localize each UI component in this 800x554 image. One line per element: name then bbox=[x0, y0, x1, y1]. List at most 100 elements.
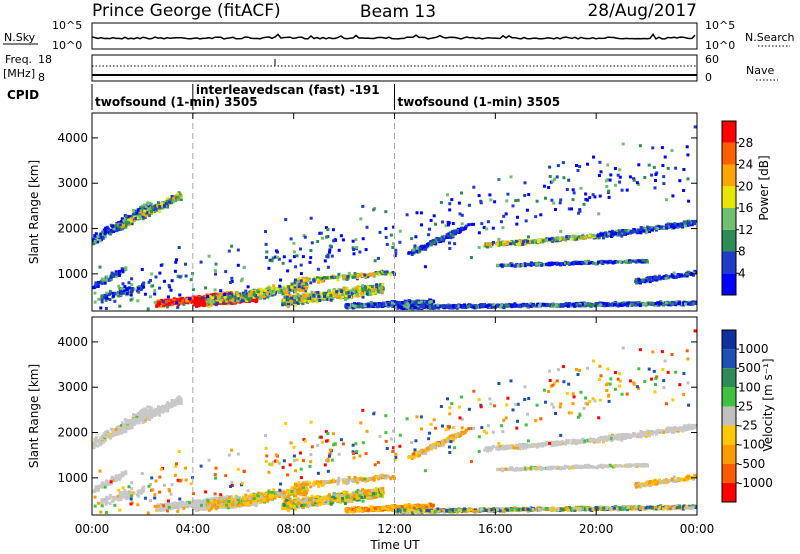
power-cell bbox=[341, 292, 344, 296]
power-cell bbox=[101, 230, 105, 234]
power-cell bbox=[118, 270, 121, 273]
power-cell bbox=[150, 205, 154, 209]
power-cell bbox=[106, 278, 109, 282]
power-cell bbox=[150, 211, 154, 215]
power-cell bbox=[250, 289, 253, 293]
power-cell bbox=[101, 233, 105, 237]
power-cell bbox=[242, 297, 246, 301]
power-cell bbox=[174, 297, 178, 301]
power-cell bbox=[116, 290, 120, 294]
power-cell bbox=[309, 281, 313, 285]
power-cell bbox=[475, 305, 479, 309]
power-cell bbox=[252, 293, 256, 297]
power-cell bbox=[410, 304, 414, 308]
power-cell bbox=[442, 238, 446, 241]
power-cell bbox=[358, 273, 362, 277]
power-cell bbox=[97, 280, 100, 284]
power-cell bbox=[278, 291, 282, 294]
power-cell bbox=[485, 242, 489, 246]
power-cell bbox=[318, 299, 322, 302]
power-cell bbox=[370, 285, 374, 289]
power-cell bbox=[510, 263, 514, 267]
power-cell bbox=[233, 299, 236, 303]
power-cell bbox=[148, 201, 152, 205]
power-cell bbox=[587, 261, 591, 265]
power-cell bbox=[249, 297, 253, 300]
power-cell bbox=[178, 194, 182, 198]
power-cell bbox=[141, 282, 145, 286]
power-cell bbox=[335, 275, 339, 279]
power-cell bbox=[119, 287, 123, 291]
power-cell bbox=[369, 302, 373, 306]
power-cell bbox=[95, 282, 99, 286]
nsky-label: N.Sky bbox=[4, 31, 36, 44]
power-cell bbox=[127, 290, 131, 294]
power-cell bbox=[390, 301, 394, 305]
power-cell bbox=[114, 224, 118, 228]
power-cell bbox=[156, 204, 160, 208]
power-cell bbox=[121, 224, 125, 227]
power-cell bbox=[162, 303, 165, 307]
power-cell bbox=[368, 273, 372, 277]
power-cell bbox=[286, 297, 290, 301]
power-cell bbox=[144, 205, 148, 209]
power-cell bbox=[215, 296, 218, 300]
power-cell bbox=[221, 291, 225, 295]
power-cell bbox=[283, 290, 287, 294]
power-cell bbox=[123, 285, 127, 289]
power-cell bbox=[345, 305, 349, 309]
power-cell bbox=[262, 293, 266, 297]
power-cell bbox=[103, 235, 107, 239]
power-cell bbox=[102, 278, 106, 282]
power-cell bbox=[502, 306, 506, 310]
power-cell bbox=[293, 278, 297, 282]
power-cell bbox=[114, 293, 118, 297]
power-cell bbox=[99, 232, 103, 236]
power-cell bbox=[248, 298, 252, 302]
power-cell bbox=[356, 304, 360, 308]
power-cell bbox=[235, 291, 239, 295]
power-cell bbox=[212, 293, 215, 296]
power-cell bbox=[276, 287, 280, 291]
power-cell bbox=[264, 289, 268, 292]
power-cell bbox=[303, 285, 307, 289]
power-cell bbox=[275, 290, 279, 294]
power-cell bbox=[117, 294, 121, 298]
power-cell bbox=[153, 207, 157, 211]
power-cell bbox=[213, 292, 217, 296]
power-cell bbox=[496, 303, 499, 307]
power-cell bbox=[297, 297, 301, 301]
power-cell bbox=[112, 227, 116, 231]
power-cell bbox=[203, 294, 207, 298]
power-cell bbox=[265, 291, 269, 295]
power-cell bbox=[244, 289, 248, 293]
power-cell bbox=[514, 239, 518, 243]
power-cell bbox=[211, 300, 215, 304]
power-cell bbox=[500, 263, 504, 267]
power-cell bbox=[132, 218, 136, 221]
power-cell bbox=[509, 242, 513, 246]
power-cell bbox=[141, 217, 145, 221]
power-cell bbox=[259, 291, 263, 295]
power-cell bbox=[140, 210, 144, 214]
power-cell bbox=[92, 286, 95, 290]
power-cell bbox=[556, 236, 560, 240]
power-cell bbox=[124, 266, 128, 270]
power-cell bbox=[623, 303, 627, 307]
power-cell bbox=[157, 303, 161, 307]
power-cell bbox=[342, 287, 346, 291]
power-cell bbox=[213, 294, 216, 298]
power-cell bbox=[297, 285, 301, 289]
power-cell bbox=[252, 291, 256, 295]
power-cell bbox=[113, 291, 117, 295]
power-heatmap bbox=[92, 125, 697, 311]
power-cell bbox=[226, 302, 230, 306]
power-cell bbox=[463, 303, 466, 307]
power-cell bbox=[294, 290, 298, 294]
power-cell bbox=[571, 234, 575, 238]
power-cell bbox=[389, 273, 393, 277]
power-cell bbox=[170, 194, 174, 198]
power-cell bbox=[344, 294, 348, 298]
power-cell bbox=[668, 301, 672, 305]
power-cell bbox=[595, 302, 599, 306]
